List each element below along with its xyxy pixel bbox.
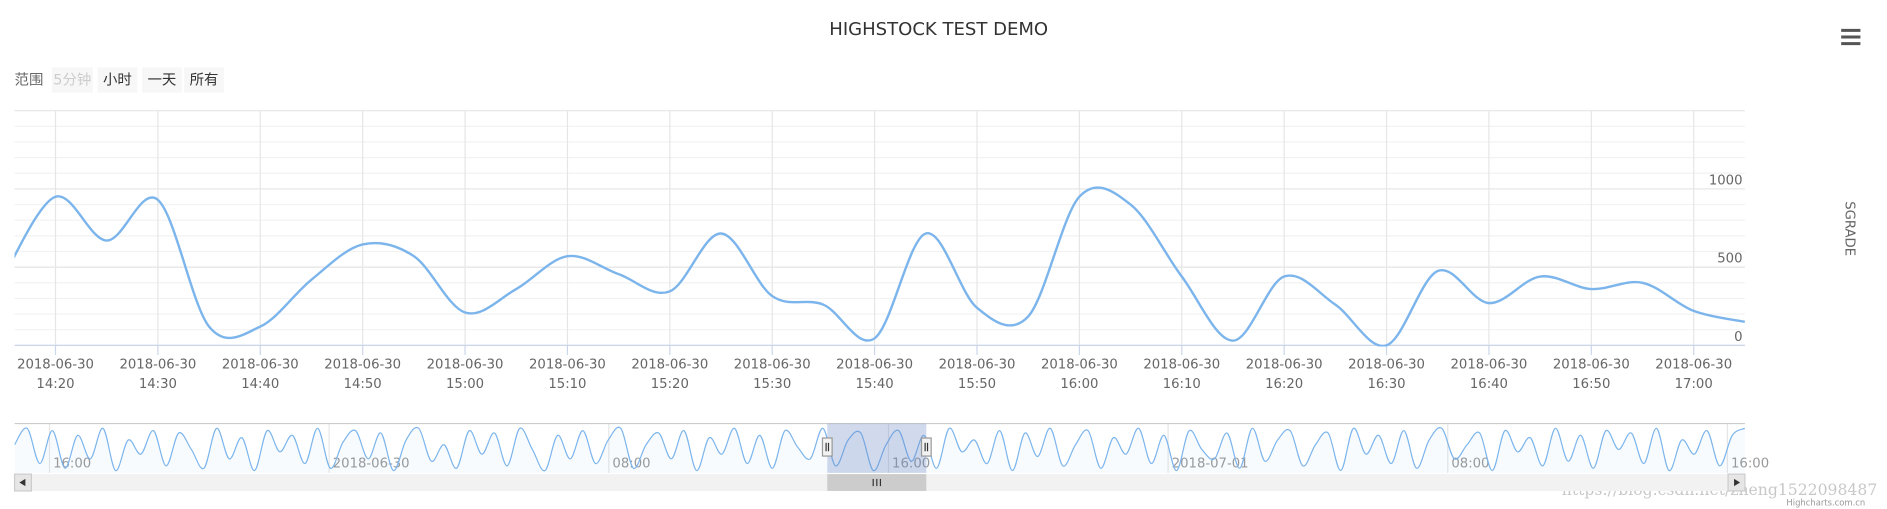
credits[interactable]: Highcharts.com.cn [1786,497,1865,507]
navigator-tick-label: 08:00 [1451,456,1489,471]
x-tick-label: 2018-06-30 14:40 [222,358,299,392]
range-button-label: 5分钟 [53,72,91,89]
range-button[interactable] [184,67,224,93]
x-tick-label: 2018-06-30 16:50 [1553,358,1630,392]
range-button[interactable] [142,67,182,93]
navigator-tick-label: 16:00 [1731,456,1769,471]
x-tick-label: 2018-06-30 16:30 [1348,358,1425,392]
x-tick-label: 2018-06-30 17:00 [1655,358,1732,392]
x-tick-label: 2018-06-30 15:20 [631,358,708,392]
x-tick-label: 2018-06-30 16:10 [1143,358,1220,392]
y-tick-label: 1000 [1709,173,1743,188]
menu-button[interactable] [1838,26,1863,47]
navigator-mask[interactable] [827,423,927,473]
menu-line [1841,35,1861,39]
x-tick-label: 2018-06-30 15:50 [939,358,1016,392]
chart-title: HIGHSTOCK TEST DEMO [829,19,1048,40]
navigator-handle[interactable] [821,437,833,457]
range-button-label: 所有 [190,72,219,89]
range-label: 范围 [15,72,44,89]
navigator-tick-label: 16:00 [892,456,930,471]
navigator-handle[interactable] [920,437,932,457]
y-tick-label: 500 [1717,252,1742,267]
menu-line [1841,42,1861,46]
y-tick-label: 0 [1734,330,1742,345]
navigator-tick-label: 2018-07-01 [1172,456,1249,471]
x-tick-label: 2018-06-30 15:30 [734,358,811,392]
range-button[interactable] [97,67,138,93]
x-tick-label: 2018-06-30 14:30 [119,358,196,392]
range-button-label: 一天 [148,73,177,89]
x-tick-label: 2018-06-30 16:00 [1041,358,1118,392]
navigator-tick-label: 2018-06-30 [333,456,410,471]
arrow-left [19,478,26,487]
x-tick-label: 2018-06-30 15:00 [427,358,504,392]
x-tick-label: 2018-06-30 15:10 [529,358,606,392]
navigator-tick-label: 16:00 [53,456,91,471]
x-tick-label: 2018-06-30 16:20 [1246,358,1323,392]
x-tick-label: 2018-06-30 14:20 [17,358,94,392]
range-button-label: 小时 [103,72,132,89]
x-tick-label: 2018-06-30 16:40 [1451,358,1528,392]
menu-line [1841,28,1861,32]
x-tick-label: 2018-06-30 14:50 [324,358,401,392]
navigator-line [14,426,1745,472]
range-button [51,67,93,93]
series-line [14,186,1745,347]
arrow-right [1734,478,1741,487]
y-axis-title: SGRADE [1842,201,1857,256]
navigator-area [14,427,1745,473]
x-tick-label: 2018-06-30 15:40 [836,358,913,392]
